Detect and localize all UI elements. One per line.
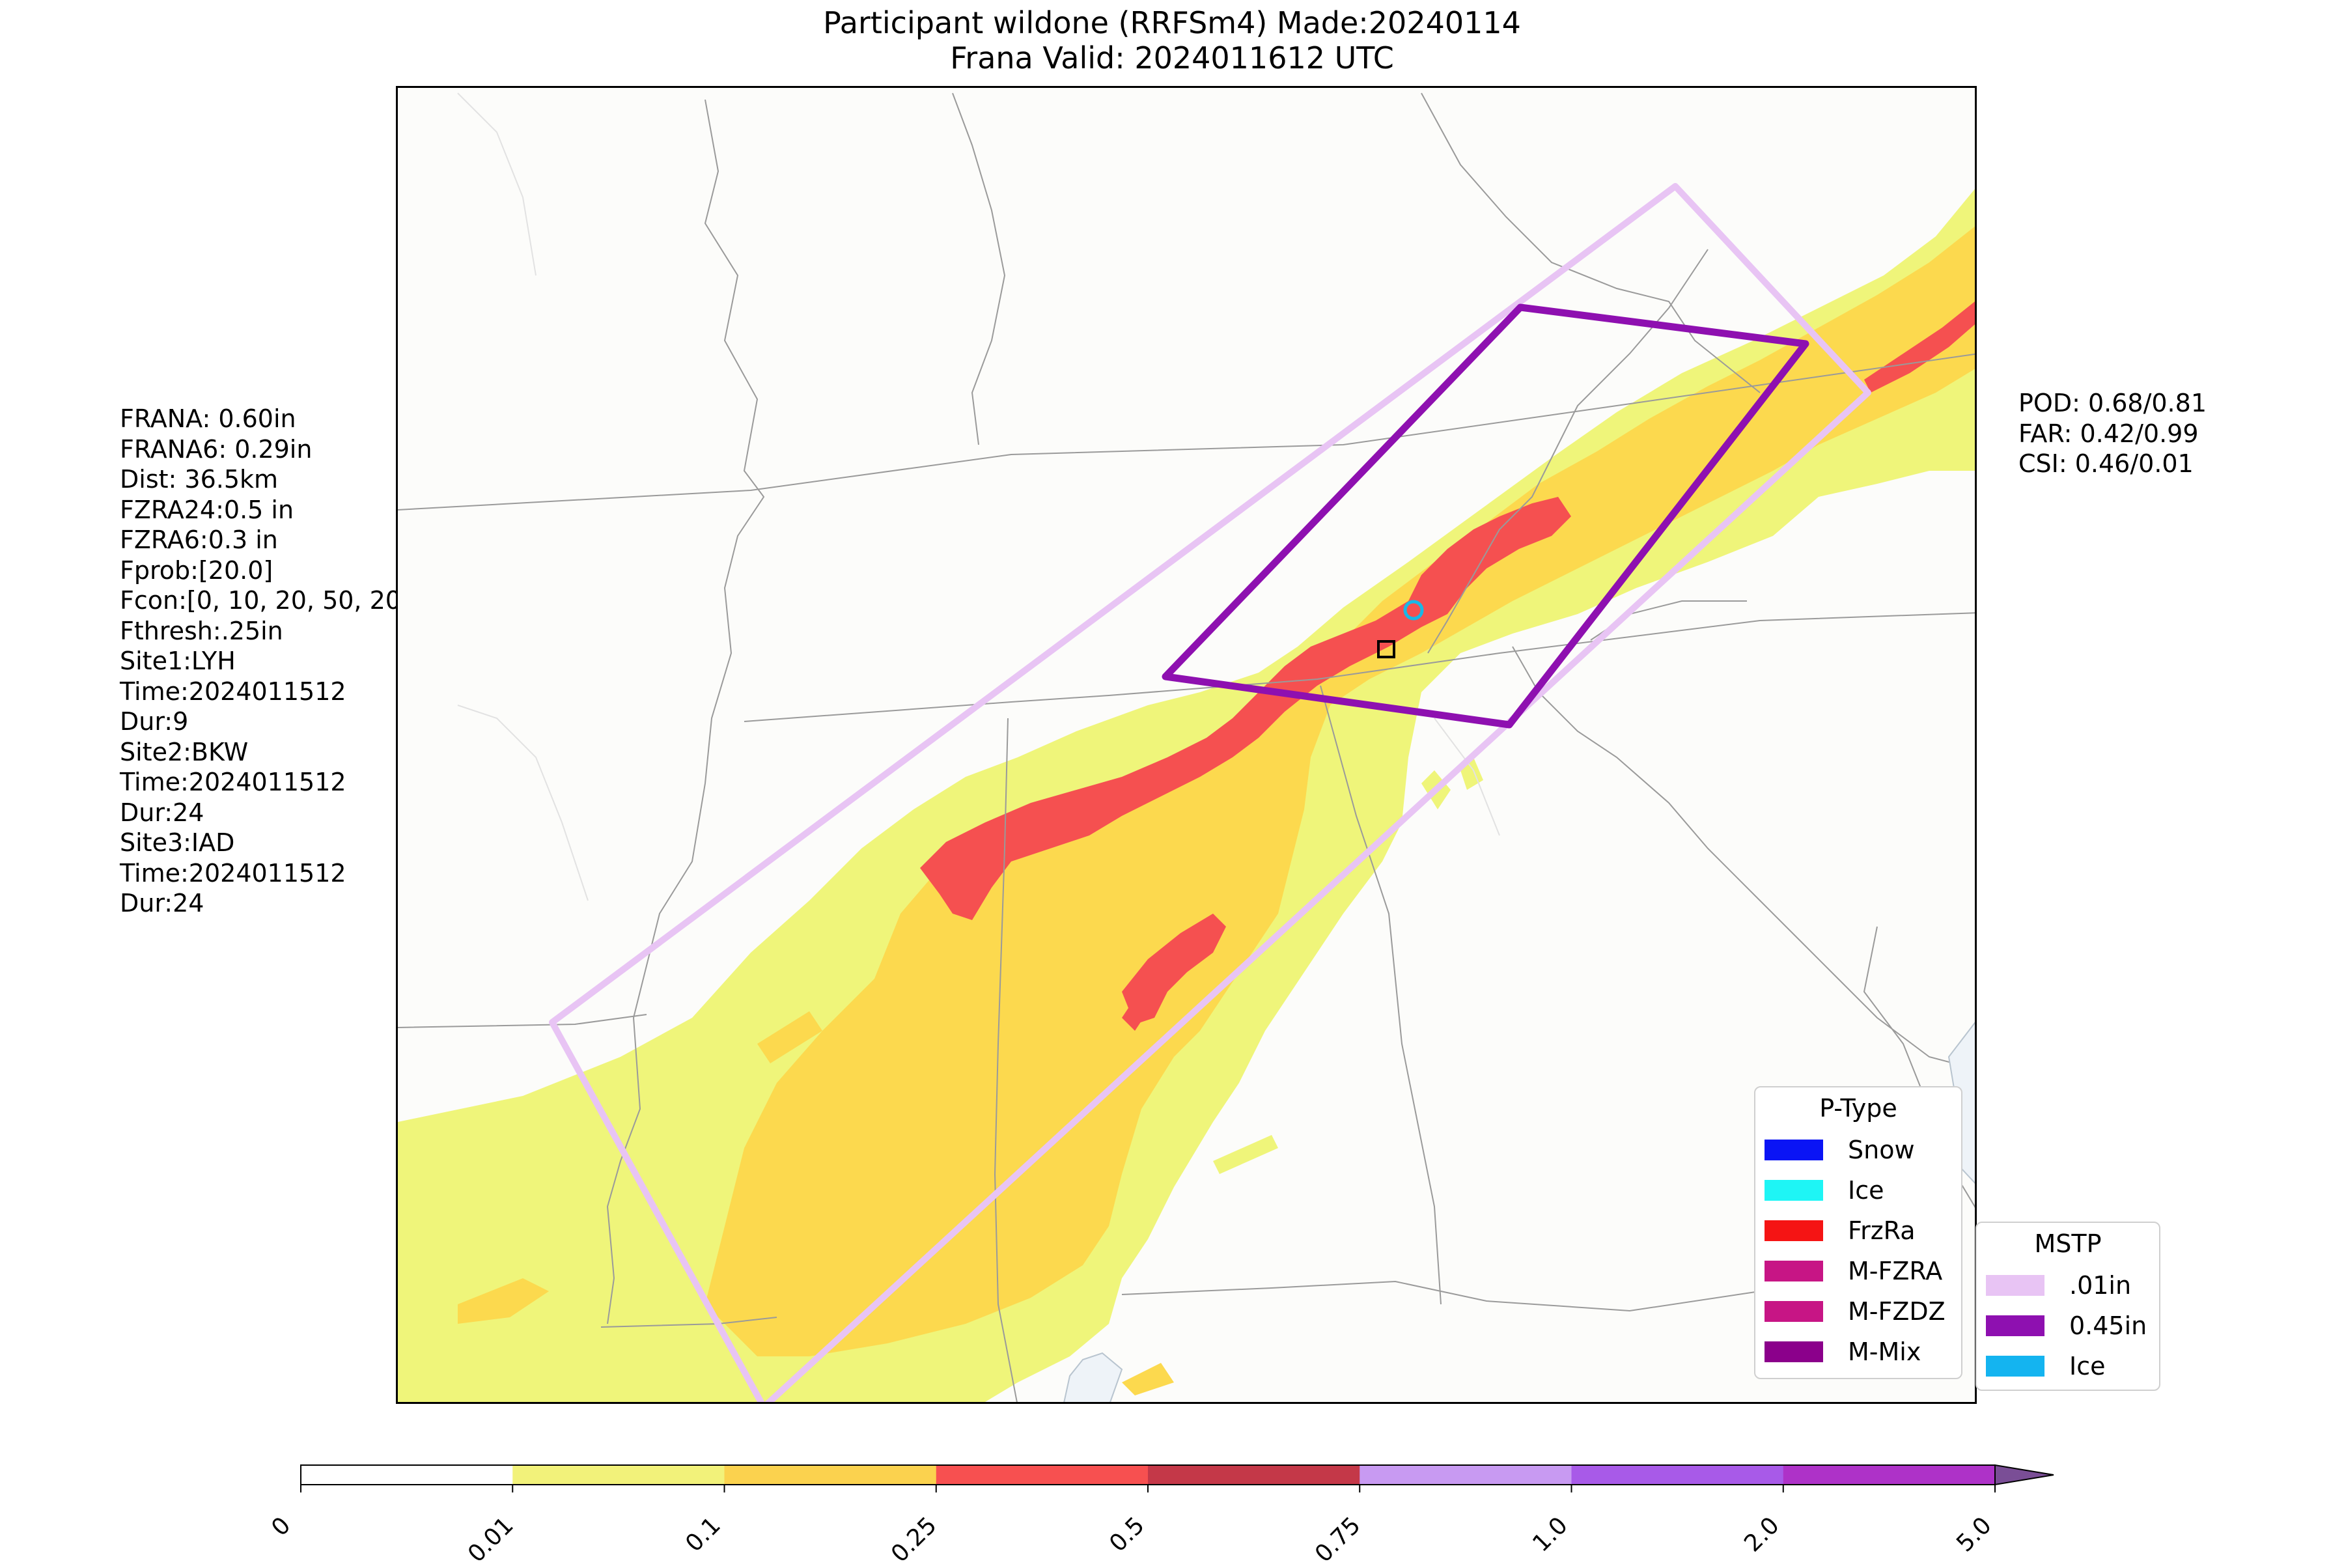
river-lines — [457, 92, 1500, 901]
forecast-stats-panel: FRANA: 0.60in FRANA6: 0.29in Dist: 36.5km F… — [120, 404, 411, 919]
forecast-stat-line: FZRA6:0.3 in — [120, 525, 278, 554]
forecast-stat-line: Fthresh:.25in — [120, 616, 283, 645]
forecast-stat-line: FRANA6: 0.29in — [120, 434, 313, 464]
forecast-stat-line: Site1:LYH — [120, 647, 236, 675]
forecast-stat-line: Dur:9 — [120, 707, 189, 736]
ptype-legend-label: M-FZDZ — [1848, 1297, 1946, 1326]
colorbar-segment — [1783, 1465, 1996, 1485]
forecast-stat-line: Fcon:[0, 10, 20, 50, 20] — [120, 586, 411, 615]
ice-observation-marker — [1403, 600, 1424, 621]
colorbar-tick-label: 0.1 — [680, 1512, 726, 1558]
map-subtitle: Frana Valid: 2024011612 UTC — [950, 40, 1394, 76]
map-frame[interactable] — [396, 86, 1977, 1404]
forecast-stat-line: Dur:24 — [120, 798, 204, 827]
forecast-stat-line: Time:2024011512 — [120, 858, 346, 888]
colorbar-tick-label: 0.5 — [1104, 1512, 1150, 1558]
colorbar-tick-label: 1.0 — [1528, 1512, 1573, 1558]
ptype-legend-label: Snow — [1848, 1136, 1915, 1164]
forecast-stat-line: Dur:24 — [120, 889, 204, 917]
colorbar-segment — [301, 1465, 513, 1485]
ptype-legend-swatch — [1765, 1301, 1823, 1322]
ptype-legend-label: M-FZRA — [1848, 1257, 1943, 1285]
forecast-stat-line: Dist: 36.5km — [120, 465, 279, 494]
forecast-stat-line: FRANA: 0.60in — [120, 404, 296, 433]
colorbar-segment — [724, 1465, 937, 1485]
forecast-stat-line: FZRA24:0.5 in — [120, 495, 294, 524]
verification-stat-line: CSI: 0.46/0.01 — [2018, 449, 2194, 478]
verification-stats-panel: POD: 0.68/0.81 FAR: 0.42/0.99 CSI: 0.46/0.… — [2018, 388, 2207, 479]
colorbar-segment — [1360, 1465, 1572, 1485]
mstp-legend-title: MSTP — [2034, 1229, 2102, 1258]
ptype-legend-swatch — [1765, 1341, 1823, 1362]
ptype-legend-label: Ice — [1848, 1176, 1884, 1205]
ptype-legend-swatch — [1765, 1180, 1823, 1201]
forecast-stat-line: Time:2024011512 — [120, 768, 346, 796]
mstp-legend-swatch — [1986, 1315, 2044, 1336]
colorbar-segment — [1571, 1465, 1784, 1485]
forecast-stat-line: Site2:BKW — [120, 737, 249, 766]
map-title: Participant wildone (RRFSm4) Made:202401… — [823, 5, 1521, 40]
verification-stat-line: POD: 0.68/0.81 — [2018, 389, 2207, 417]
colorbar-tick-label: 5.0 — [1951, 1512, 1997, 1558]
forecast-stat-line: Fprob:[20.0] — [120, 555, 273, 585]
colorbar-segment — [936, 1465, 1149, 1485]
colorbar-border — [300, 1464, 1996, 1485]
mstp-legend-label: .01in — [2069, 1271, 2132, 1300]
colorbar-tick-label: 0.25 — [886, 1512, 942, 1568]
mstp-legend: MSTP .01in 0.45in Ice — [1975, 1222, 2160, 1391]
verification-stat-line: FAR: 0.42/0.99 — [2018, 419, 2199, 448]
ptype-legend-label: M-Mix — [1848, 1337, 1921, 1366]
colorbar-segment — [512, 1465, 725, 1485]
ptype-legend-swatch — [1765, 1261, 1823, 1281]
mstp-light-outline — [549, 183, 1871, 1402]
colorbar-extend-arrow — [1994, 1464, 2054, 1486]
ptype-legend-swatch — [1765, 1220, 1823, 1241]
ptype-legend-label: FrzRa — [1848, 1216, 1916, 1245]
colorbar-tick-label: 0.75 — [1309, 1512, 1366, 1568]
ptype-legend: P-Type Snow Ice FrzRa M-FZRA M-FZDZ M-Mix — [1754, 1086, 1962, 1379]
ptype-legend-title: P-Type — [1819, 1094, 1897, 1123]
colorbar-segment — [1148, 1465, 1360, 1485]
colorbar-tick-label: 2.0 — [1739, 1512, 1785, 1558]
mstp-legend-label: Ice — [2069, 1352, 2106, 1380]
site-marker — [1377, 640, 1395, 658]
precip-moderate — [458, 226, 1975, 1395]
forecast-stat-line: Time:2024011512 — [120, 677, 346, 706]
mstp-legend-swatch — [1986, 1275, 2044, 1296]
state-boundaries — [398, 92, 1975, 1402]
colorbar-tick-label: 0 — [266, 1512, 296, 1542]
forecast-stat-line: Site3:IAD — [120, 828, 235, 857]
map-canvas — [398, 92, 1975, 1402]
ptype-legend-swatch — [1765, 1140, 1823, 1160]
mstp-heavy-outline — [1162, 303, 1809, 729]
mstp-legend-swatch — [1986, 1356, 2044, 1377]
colorbar-tick-label: 0.01 — [462, 1512, 519, 1568]
mstp-legend-label: 0.45in — [2069, 1311, 2147, 1340]
